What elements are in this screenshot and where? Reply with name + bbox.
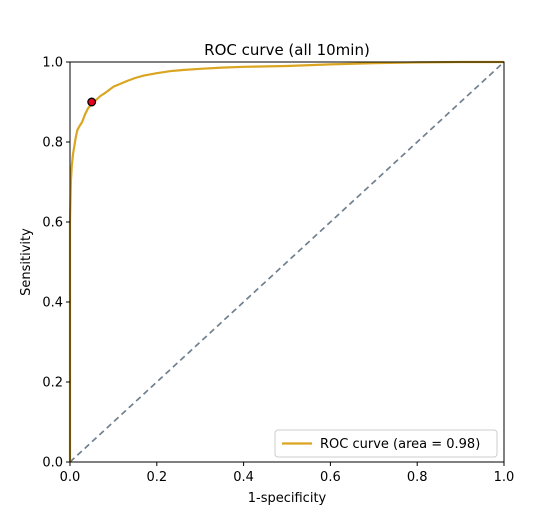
y-tick-label: 0.6 [42,216,63,231]
y-axis-ticks: 0.0 0.2 0.4 0.6 0.8 1.0 [42,56,70,471]
y-tick-label: 0.0 [42,456,63,471]
legend: ROC curve (area = 0.98) [274,429,498,458]
x-tick-label: 0.2 [146,470,167,485]
roc-curve-line [68,60,504,462]
x-axis-label: 1-specificity [248,491,327,506]
plot-data-layer [68,60,505,463]
chart-title: ROC curve (all 10min) [204,41,370,59]
y-tick-label: 1.0 [42,56,63,71]
diagonal-reference-line [69,61,505,463]
x-tick-label: 0.8 [407,470,428,485]
x-axis-ticks: 0.0 0.2 0.4 0.6 0.8 1.0 [60,462,515,485]
operating-point-marker [87,97,97,107]
x-tick-label: 0.4 [233,470,254,485]
plot-frame [69,61,505,463]
legend-box [274,429,498,458]
y-tick-label: 0.4 [42,296,63,311]
legend-label: ROC curve (area = 0.98) [320,437,480,452]
y-tick-label: 0.8 [42,136,63,151]
y-tick-label: 0.2 [42,376,63,391]
x-tick-label: 1.0 [494,470,515,485]
y-axis-label: Sensitivity [19,228,34,296]
x-tick-label: 0.6 [320,470,341,485]
x-tick-label: 0.0 [60,470,81,485]
